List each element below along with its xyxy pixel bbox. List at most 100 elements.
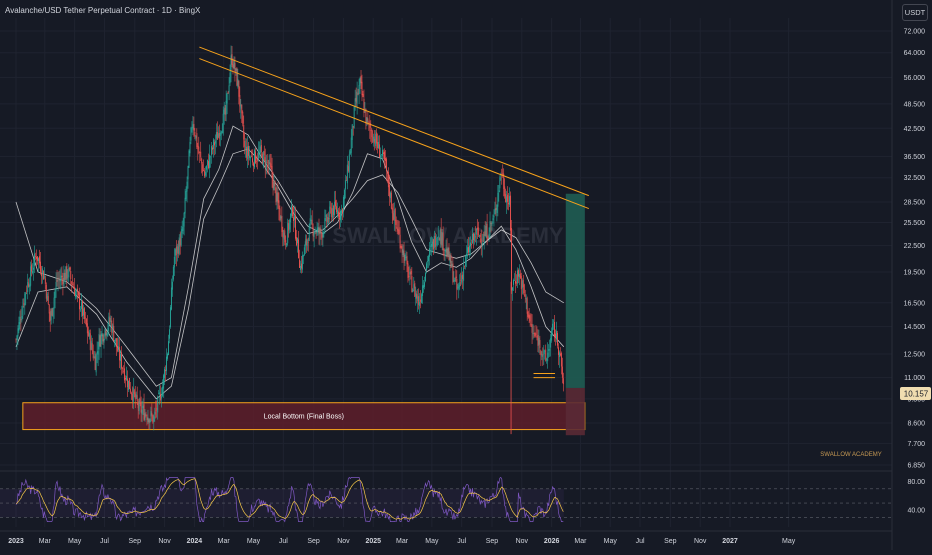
candle-body bbox=[515, 281, 516, 284]
current-price-tag: 10.157 bbox=[900, 387, 931, 400]
candle-body bbox=[40, 273, 42, 277]
trendlines[interactable] bbox=[199, 46, 590, 210]
candle-body bbox=[363, 98, 365, 114]
candle-body bbox=[508, 202, 510, 205]
currency-button[interactable]: USDT bbox=[902, 4, 928, 21]
candle-body bbox=[107, 327, 109, 332]
candle-body bbox=[481, 242, 483, 247]
candle-body bbox=[169, 307, 171, 328]
candle-body bbox=[132, 387, 134, 402]
candle-body bbox=[260, 145, 262, 153]
time-axis[interactable]: 2023 Mar May Jul Sep Nov 2024 Mar May Jul Sep Nov 20… bbox=[0, 530, 892, 545]
candle-body bbox=[473, 233, 475, 241]
candle-body bbox=[115, 338, 117, 341]
candle-body bbox=[319, 228, 321, 235]
candle-body bbox=[119, 347, 121, 361]
candle-body bbox=[452, 263, 454, 283]
candle-body bbox=[162, 386, 164, 397]
candle-body bbox=[39, 261, 41, 272]
candle-body bbox=[32, 271, 34, 273]
candle-body bbox=[440, 228, 442, 245]
candle-body bbox=[394, 209, 396, 222]
candle-body bbox=[313, 233, 315, 237]
candle-body bbox=[142, 405, 144, 409]
candle-body bbox=[351, 124, 353, 140]
candle-body bbox=[329, 206, 331, 217]
candle-body bbox=[270, 163, 272, 167]
candle-body bbox=[317, 226, 319, 231]
candle-body bbox=[52, 307, 54, 317]
candle-body bbox=[345, 180, 347, 182]
candle-body bbox=[233, 60, 235, 69]
candle-body bbox=[525, 297, 527, 299]
candle-body bbox=[485, 226, 487, 237]
price-axis[interactable]: 72.000 64.000 56.000 48.500 42.500 36.500 32.5… bbox=[891, 0, 926, 550]
candle-body bbox=[285, 240, 287, 246]
candle-body bbox=[82, 301, 83, 317]
candle-body bbox=[192, 124, 194, 130]
candle-body bbox=[288, 223, 290, 231]
price-tick-label: 36.500 bbox=[904, 154, 926, 161]
candle-body bbox=[49, 312, 51, 322]
candle-body bbox=[188, 150, 190, 168]
candle-body bbox=[248, 146, 250, 156]
candle-body bbox=[384, 151, 385, 160]
candle-body bbox=[409, 271, 411, 275]
current-price-label: 10.157 bbox=[904, 390, 929, 399]
candle-body bbox=[123, 370, 124, 372]
candle-body bbox=[87, 331, 89, 336]
candle-body bbox=[468, 247, 469, 253]
candle-body bbox=[98, 334, 100, 350]
candle-body bbox=[256, 159, 258, 161]
candle-body bbox=[265, 160, 267, 171]
candle-body bbox=[35, 256, 36, 257]
candle-body bbox=[62, 277, 64, 285]
candle-body bbox=[291, 205, 293, 216]
candle-body bbox=[268, 159, 270, 166]
candle-body bbox=[42, 271, 44, 280]
candle-body bbox=[515, 282, 517, 284]
candle-body bbox=[290, 213, 292, 223]
candle-body bbox=[157, 396, 159, 413]
candle-body bbox=[484, 231, 486, 236]
rsi-line bbox=[15, 476, 564, 523]
time-tick-label: Mar bbox=[396, 538, 409, 545]
candle-body bbox=[347, 166, 349, 172]
time-tick-label: May bbox=[425, 538, 439, 545]
price-tick-label: 14.500 bbox=[904, 324, 926, 331]
candle-body bbox=[228, 85, 230, 93]
candle-body bbox=[454, 277, 456, 282]
candle-body bbox=[258, 151, 260, 154]
candle-body bbox=[164, 369, 166, 378]
candle-body bbox=[57, 280, 59, 282]
candle-body bbox=[406, 256, 408, 265]
candle-body bbox=[418, 296, 420, 305]
candle-body bbox=[36, 256, 37, 259]
candle-body bbox=[213, 142, 215, 146]
candle-body bbox=[56, 279, 58, 282]
candle-body bbox=[335, 200, 337, 207]
candle-body bbox=[136, 395, 138, 402]
candle-body bbox=[327, 217, 329, 225]
candle-body bbox=[150, 411, 152, 417]
candle-body bbox=[273, 182, 275, 191]
candle-body bbox=[111, 320, 113, 333]
candle-body bbox=[355, 97, 357, 102]
candle-body bbox=[465, 256, 467, 267]
candle-body bbox=[37, 256, 38, 261]
candle-body bbox=[510, 195, 512, 231]
candle-body bbox=[559, 353, 561, 356]
candle-body bbox=[502, 173, 504, 176]
candle-body bbox=[548, 349, 550, 352]
candle-body bbox=[215, 132, 217, 139]
candle-body bbox=[25, 292, 27, 295]
candle-body bbox=[41, 268, 43, 275]
candle-body bbox=[154, 411, 156, 415]
candle-body bbox=[359, 77, 361, 86]
candle-body bbox=[405, 257, 407, 258]
support-zone-label: Local Bottom (Final Boss) bbox=[264, 414, 344, 421]
candle-body bbox=[370, 130, 372, 132]
candle-body bbox=[117, 345, 119, 352]
